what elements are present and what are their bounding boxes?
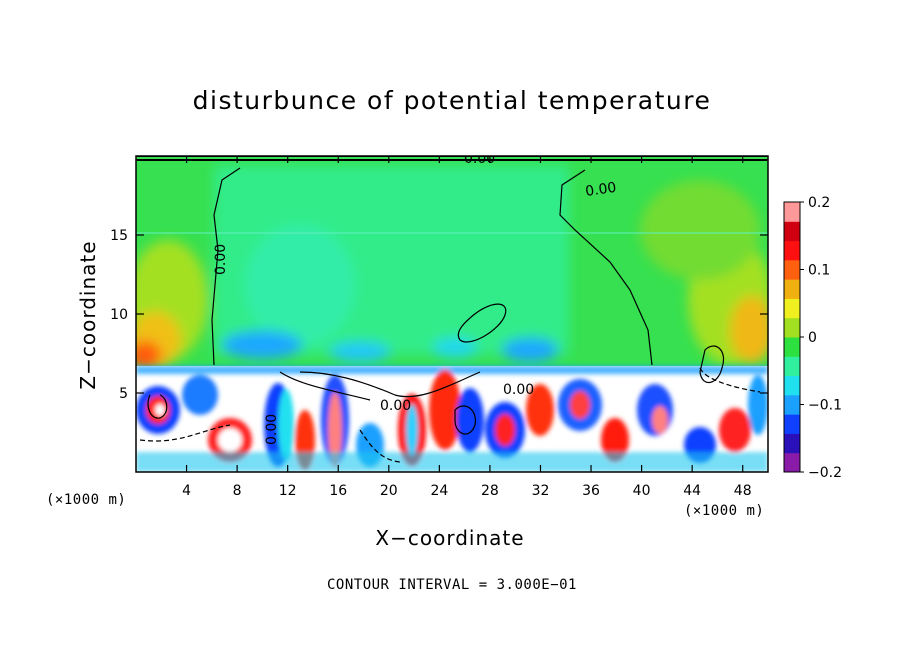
y-tick-label: 15 (110, 228, 128, 244)
colorbar-segment (784, 221, 800, 242)
contour-label: 0.00 (464, 151, 495, 167)
contour-label: 0.00 (503, 382, 534, 398)
y-axis-ticks: 5 10 15 (110, 228, 768, 402)
y-axis-label: Z−coordinate (76, 240, 100, 390)
colorbar-segment (784, 259, 800, 280)
x-tick-label: 12 (279, 483, 297, 499)
colorbar-ticks: 0.2 0.1 0 −0.1 −0.2 (800, 195, 842, 481)
y-tick-label: 5 (119, 386, 128, 402)
x-axis-label: X−coordinate (375, 526, 525, 550)
x-tick-label: 20 (380, 483, 398, 499)
colorbar-tick-label: 0 (808, 330, 817, 346)
contour-label: 0.00 (213, 244, 229, 275)
contour-label: 0.00 (264, 414, 280, 445)
upper-layer-shading (136, 165, 768, 369)
colorbar (783, 201, 801, 473)
x-unit-label-right: (×1000 m) (684, 503, 765, 519)
x-tick-label: 8 (233, 483, 242, 499)
contour-interval-note: CONTOUR INTERVAL = 3.000E−01 (326, 577, 577, 593)
colorbar-segment (784, 317, 800, 338)
colorbar-tick-label: −0.1 (808, 398, 842, 414)
x-tick-label: 4 (182, 483, 191, 499)
x-unit-label-left: (×1000 m) (46, 492, 127, 508)
chart-title: disturbunce of potential temperature (192, 86, 712, 115)
colorbar-segment (784, 356, 800, 377)
colorbar-tick-label: −0.2 (808, 465, 842, 481)
colorbar-tick-label: 0.1 (808, 263, 830, 279)
colorbar-segment (784, 279, 800, 299)
x-tick-label: 28 (481, 483, 499, 499)
colorbar-segment (784, 414, 800, 434)
contour-label-group: 0.00 0.00 0.00 0.00 0.00 0.00 (213, 151, 617, 445)
colorbar-segment (784, 298, 800, 319)
colorbar-segment (784, 394, 800, 415)
x-tick-label: 32 (532, 483, 550, 499)
colorbar-segment (784, 433, 800, 454)
x-axis-ticks: 4 8 12 16 20 24 28 32 36 40 44 48 (182, 156, 752, 499)
contour-label: 0.00 (584, 180, 617, 200)
x-tick-label: 48 (734, 483, 752, 499)
contour-lines (136, 156, 768, 463)
colorbar-segment (784, 337, 800, 357)
heatmap-field: 0.00 0.00 0.00 0.00 0.00 0.00 (136, 151, 768, 472)
x-tick-label: 40 (633, 483, 651, 499)
colorbar-segment (784, 452, 800, 473)
colorbar-segment (784, 375, 800, 396)
colorbar-tick-label: 0.2 (808, 195, 830, 211)
colorbar-segment (784, 240, 800, 261)
contour-label: 0.00 (380, 398, 411, 414)
x-tick-label: 24 (430, 483, 448, 499)
x-tick-label: 36 (582, 483, 600, 499)
colorbar-segment (784, 202, 800, 222)
x-tick-label: 44 (683, 483, 701, 499)
y-tick-label: 10 (110, 307, 128, 323)
x-tick-label: 16 (329, 483, 347, 499)
